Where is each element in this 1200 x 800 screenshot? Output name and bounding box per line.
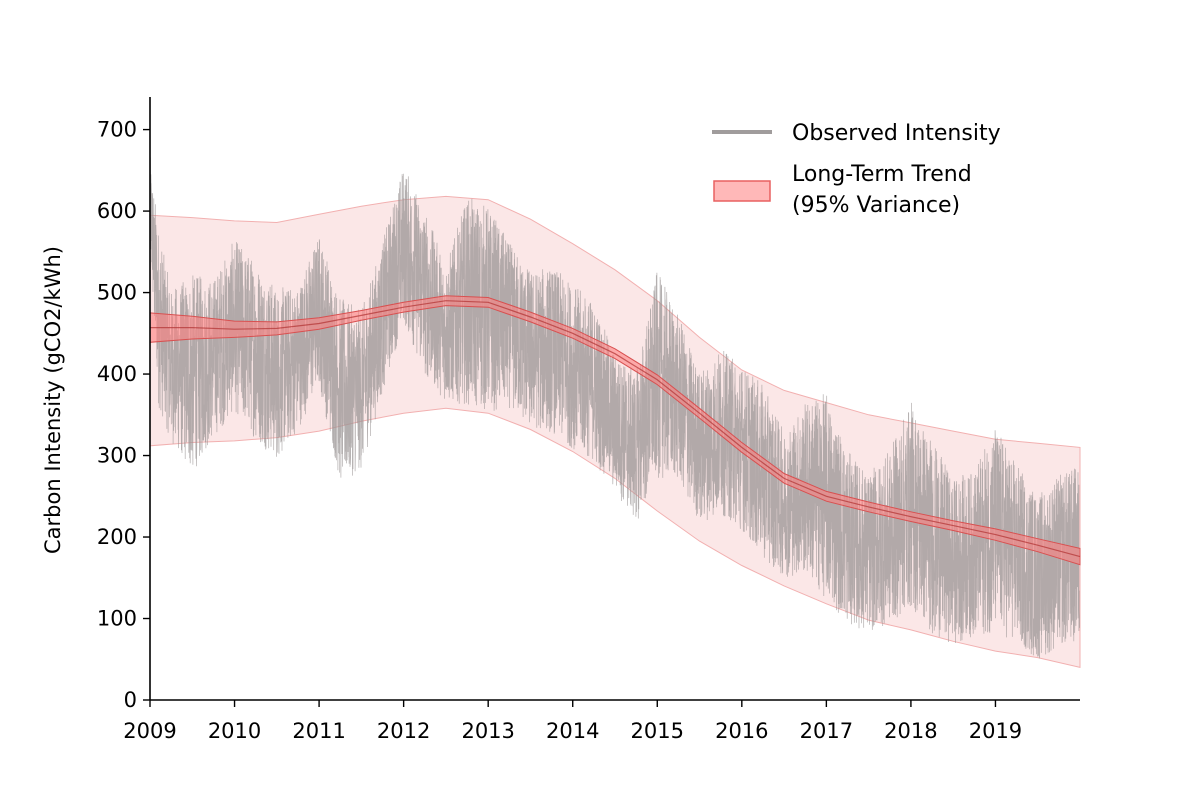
y-tick-label: 200 xyxy=(97,525,137,549)
x-tick-label: 2013 xyxy=(461,719,514,743)
y-tick-label: 500 xyxy=(97,281,137,305)
x-tick-label: 2012 xyxy=(377,719,430,743)
legend-observed-label: Observed Intensity xyxy=(792,121,1001,146)
y-axis-label: Carbon Intensity (gCO2/kWh) xyxy=(41,246,65,554)
trend-band-layer xyxy=(149,295,1081,566)
x-tick-label: 2011 xyxy=(292,719,345,743)
x-tick-label: 2009 xyxy=(123,719,176,743)
x-tick-label: 2016 xyxy=(715,719,768,743)
x-tick-label: 2010 xyxy=(208,719,261,743)
legend: Observed Intensity Long-Term Trend (95% … xyxy=(712,121,1001,218)
y-tick-label: 100 xyxy=(97,607,137,631)
trend-band xyxy=(149,295,1081,566)
y-tick-label: 0 xyxy=(124,688,137,712)
x-tick-label: 2014 xyxy=(546,719,599,743)
y-tick-label: 400 xyxy=(97,362,137,386)
axes: 0 100 200 300 400 500 600 700 2009 2010 2011 2012 20… xyxy=(97,97,1080,743)
y-tick-label: 600 xyxy=(97,199,137,223)
legend-trend-label-line1: Long-Term Trend xyxy=(792,162,972,187)
y-tick-label: 700 xyxy=(97,118,137,142)
x-tick-label: 2018 xyxy=(884,719,937,743)
x-tick-label: 2019 xyxy=(969,719,1022,743)
trend-line xyxy=(150,300,1081,558)
legend-trend-swatch xyxy=(713,180,771,202)
x-tick-label: 2017 xyxy=(800,719,853,743)
y-tick-label: 300 xyxy=(97,444,137,468)
legend-trend-label-line2: (95% Variance) xyxy=(792,193,960,218)
x-tick-label: 2015 xyxy=(631,719,684,743)
